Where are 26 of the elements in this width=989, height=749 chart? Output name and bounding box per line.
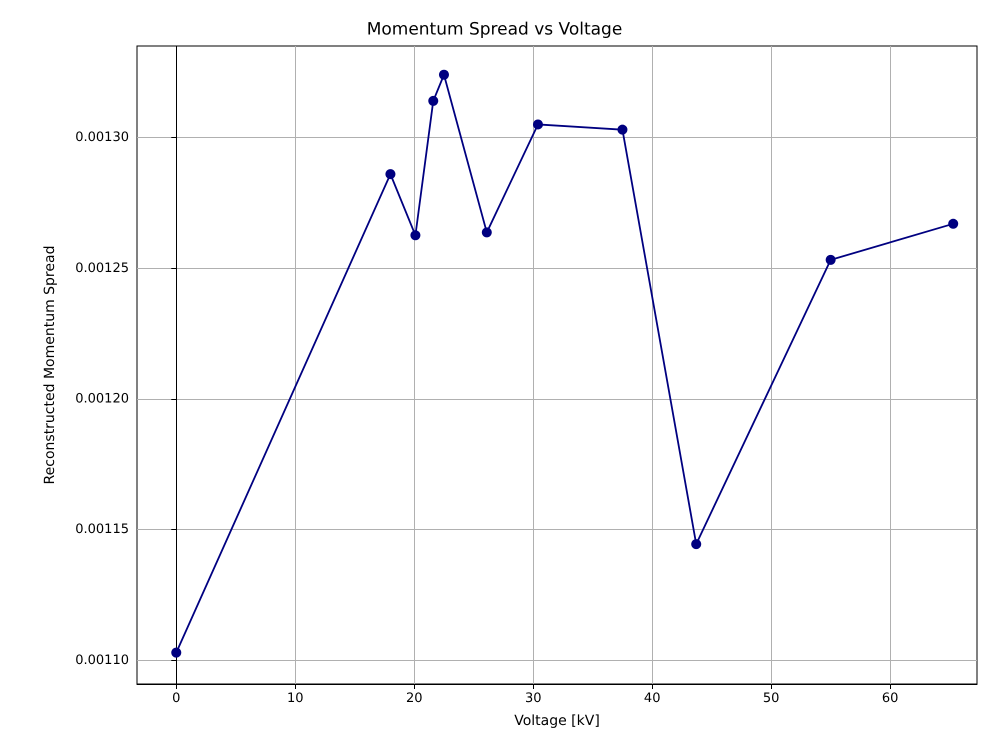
y-tick-label: 0.00115: [75, 522, 129, 538]
point: [691, 539, 702, 550]
point: [948, 218, 958, 229]
point: [410, 230, 420, 240]
point: [385, 169, 396, 180]
y-tick-label: 0.00125: [75, 260, 129, 276]
point: [532, 119, 543, 130]
x-tick-label: 0: [172, 691, 180, 706]
x-tick-label: 60: [882, 691, 898, 706]
y-axis-title: Reconstructed Momentum Spread: [42, 246, 58, 484]
x-tick-label: 30: [524, 691, 542, 706]
y-tick-label: 0.00120: [75, 391, 129, 406]
chart-title: Momentum Spread vs Voltage: [366, 20, 622, 40]
point: [482, 227, 492, 238]
x-tick-label: 10: [286, 691, 304, 706]
point: [617, 124, 628, 135]
point: [171, 648, 182, 658]
point: [438, 70, 449, 80]
x-tick-label: 40: [644, 691, 660, 706]
point: [428, 96, 438, 106]
y-tick-label: 0.00130: [75, 130, 129, 146]
point: [826, 254, 836, 265]
x-tick-label: 50: [762, 691, 780, 706]
y-tick-label: 0.00110: [75, 652, 129, 668]
x-tick-label: 20: [406, 691, 422, 706]
x-axis-title: Voltage [kV]: [514, 713, 600, 729]
